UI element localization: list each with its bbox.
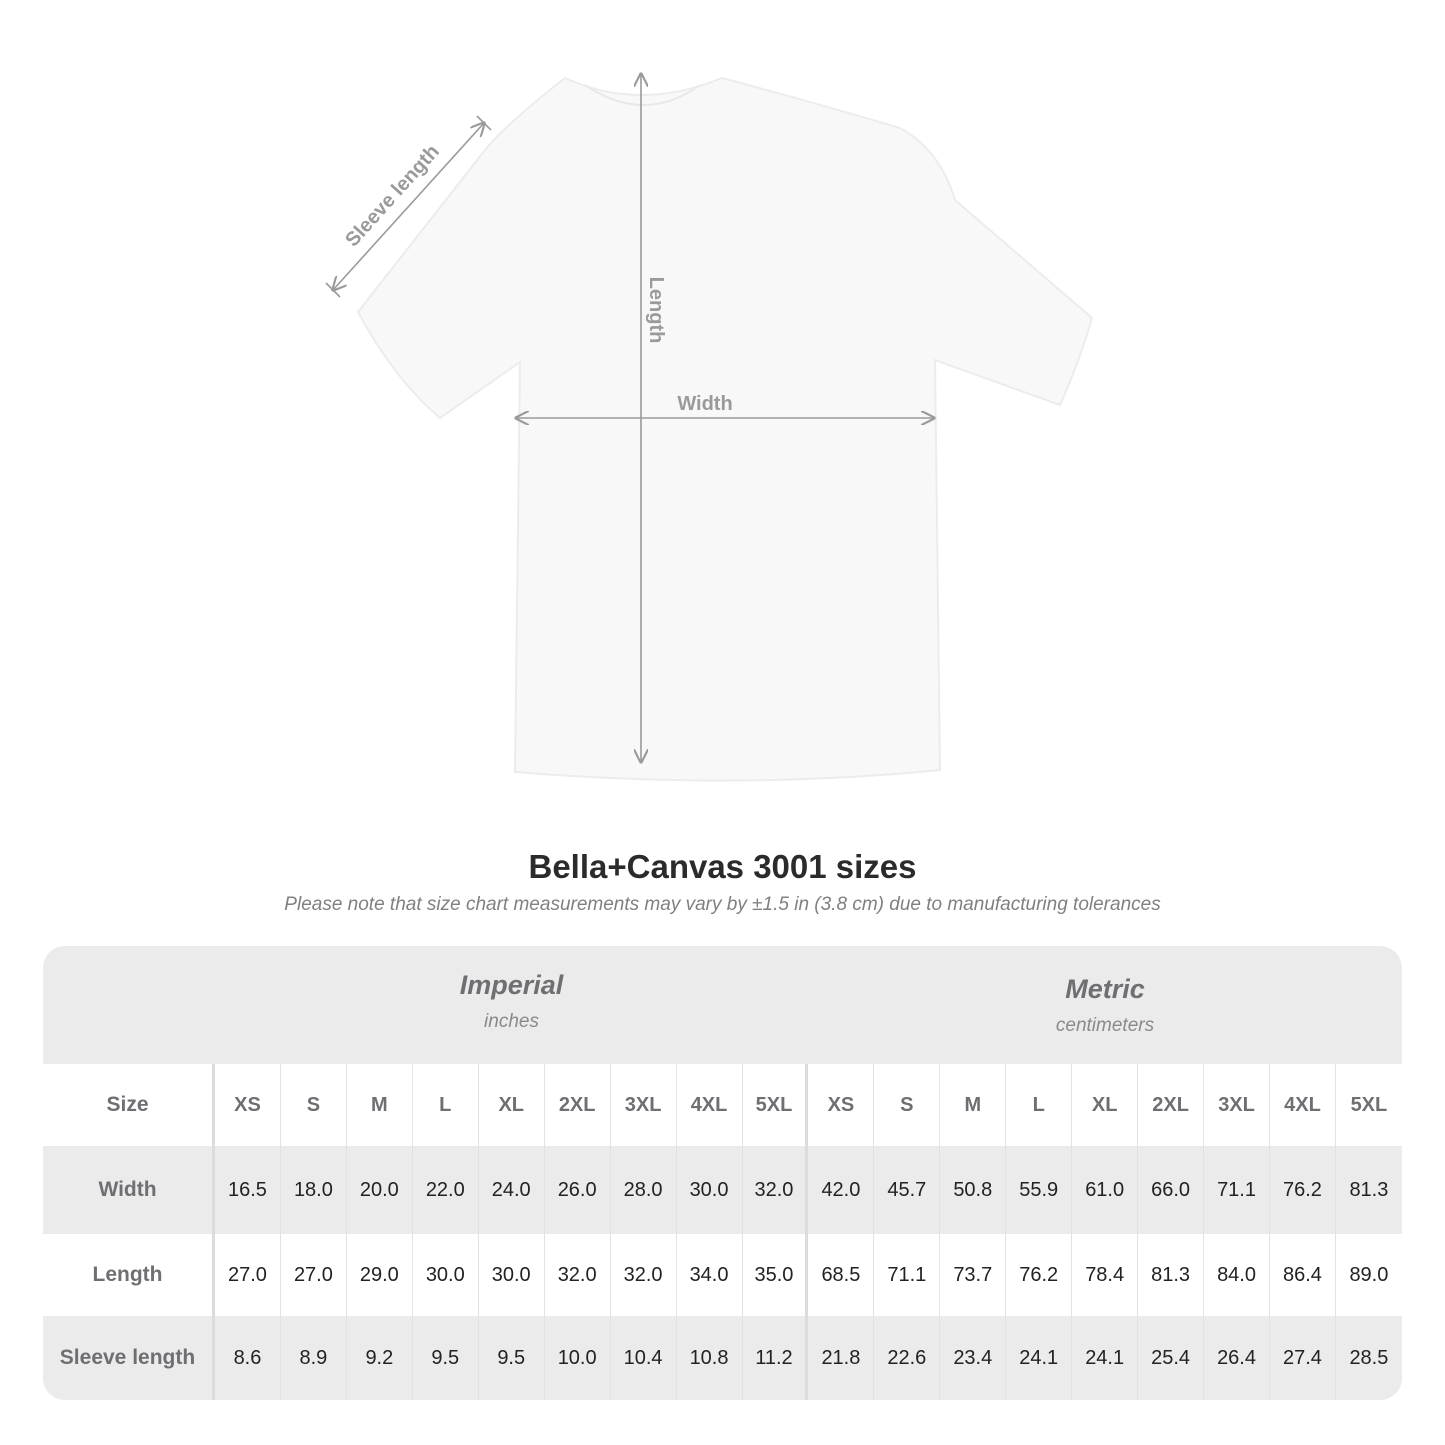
metric-value: 24.1 — [1006, 1316, 1073, 1400]
size-imperial-header: 2XL — [545, 1064, 611, 1146]
imperial-value: 27.0 — [215, 1234, 281, 1316]
metric-value: 66.0 — [1138, 1146, 1205, 1234]
size-imperial-header: L — [413, 1064, 479, 1146]
table-row: Width 16.5 18.0 20.0 22.0 24.0 26.0 28.0 30.0 32.… — [43, 1146, 1402, 1234]
metric-value: 68.5 — [808, 1234, 875, 1316]
size-imperial-header: 3XL — [611, 1064, 677, 1146]
imperial-value: 16.5 — [215, 1146, 281, 1234]
imperial-value: 29.0 — [347, 1234, 413, 1316]
imperial-unit: inches — [484, 1011, 539, 1032]
imperial-value: 34.0 — [677, 1234, 743, 1316]
imperial-value: 30.0 — [479, 1234, 545, 1316]
metric-title: Metric — [1065, 974, 1145, 1004]
size-label: Size — [43, 1064, 215, 1146]
metric-unit: centimeters — [1055, 1015, 1155, 1036]
metric-value: 81.3 — [1349, 1178, 1389, 1201]
size-imperial-header: 5XL — [743, 1064, 809, 1146]
imperial-value: 8.6 — [215, 1316, 281, 1400]
metric-value: 61.0 — [1072, 1146, 1139, 1234]
size-header-row: Size XS S M L XL 2XL 3XL 4XL 5XL XS S M L XL 2XL 3XL 4XL 5… — [43, 1064, 1402, 1146]
imperial-value: 30.0 — [413, 1234, 479, 1316]
size-imperial-header: XL — [479, 1064, 545, 1146]
metric-value: 23.4 — [940, 1316, 1007, 1400]
size-metric-header: 4XL — [1270, 1064, 1336, 1146]
metric-value: 24.1 — [1072, 1316, 1139, 1400]
metric-value: 26.4 — [1204, 1316, 1270, 1400]
imperial-value: 22.0 — [413, 1146, 479, 1234]
row-label: Sleeve length — [43, 1316, 215, 1400]
metric-value: 78.4 — [1072, 1234, 1139, 1316]
imperial-value: 28.0 — [611, 1146, 677, 1234]
imperial-value: 10.8 — [677, 1316, 743, 1400]
size-metric-header: L — [1006, 1064, 1073, 1146]
metric-value: 76.2 — [1006, 1234, 1073, 1316]
metric-value: 73.7 — [940, 1234, 1007, 1316]
sleeve-arrow — [333, 123, 484, 290]
metric-value: 81.3 — [1138, 1234, 1205, 1316]
size-metric-header: M — [940, 1064, 1007, 1146]
metric-value: 71.1 — [1204, 1146, 1270, 1234]
metric-value: 25.4 — [1138, 1316, 1205, 1400]
imperial-title: Imperial — [459, 970, 564, 1000]
imperial-value: 24.0 — [479, 1146, 545, 1234]
metric-value: 42.0 — [808, 1146, 875, 1234]
imperial-value: 10.0 — [545, 1316, 611, 1400]
size-imperial-header: 4XL — [677, 1064, 743, 1146]
size-metric-header: 5XL — [1350, 1093, 1388, 1116]
tshirt-diagram: Width Length Sleeve length — [325, 0, 1094, 782]
size-imperial-header: XS — [215, 1064, 281, 1146]
table-row: Sleeve length 8.6 8.9 9.2 9.5 9.5 10.0 10.4 10.8… — [43, 1316, 1402, 1400]
imperial-value: 9.5 — [479, 1316, 545, 1400]
imperial-value: 26.0 — [545, 1146, 611, 1234]
metric-value: 55.9 — [1006, 1146, 1073, 1234]
metric-value: 89.0 — [1349, 1263, 1389, 1286]
metric-value: 84.0 — [1204, 1234, 1270, 1316]
imperial-value: 35.0 — [743, 1234, 809, 1316]
metric-value: 71.1 — [874, 1234, 941, 1316]
imperial-value: 9.5 — [413, 1316, 479, 1400]
imperial-value: 9.2 — [347, 1316, 413, 1400]
size-imperial-header: S — [281, 1064, 347, 1146]
size-metric-header: XS — [808, 1064, 875, 1146]
size-metric-header: S — [874, 1064, 941, 1146]
table-row: Length 27.0 27.0 29.0 30.0 30.0 32.0 32.0 34.0 35… — [43, 1234, 1402, 1316]
size-metric-header: 3XL — [1204, 1064, 1270, 1146]
imperial-value: 20.0 — [347, 1146, 413, 1234]
metric-value: 76.2 — [1270, 1146, 1336, 1234]
imperial-value: 30.0 — [677, 1146, 743, 1234]
metric-value: 50.8 — [940, 1146, 1007, 1234]
metric-value: 22.6 — [874, 1316, 941, 1400]
metric-value: 45.7 — [874, 1146, 941, 1234]
metric-value: 21.8 — [808, 1316, 875, 1400]
metric-header: Metric centimeters — [808, 974, 1402, 1092]
imperial-value: 32.0 — [545, 1234, 611, 1316]
imperial-value: 32.0 — [743, 1146, 809, 1234]
imperial-header: Imperial inches — [215, 970, 808, 1088]
metric-value: 27.4 — [1270, 1316, 1336, 1400]
tshirt-image — [356, 76, 1094, 782]
imperial-value: 10.4 — [611, 1316, 677, 1400]
imperial-value: 11.2 — [743, 1316, 809, 1400]
page-title: Bella+Canvas 3001 sizes — [528, 848, 917, 885]
row-label: Length — [43, 1234, 215, 1316]
imperial-value: 18.0 — [281, 1146, 347, 1234]
size-metric-header: XL — [1072, 1064, 1139, 1146]
imperial-value: 27.0 — [281, 1234, 347, 1316]
size-table: Imperial inches Metric centimeters Size X… — [43, 946, 1402, 1400]
imperial-value: 32.0 — [611, 1234, 677, 1316]
width-label: Width — [677, 393, 732, 415]
imperial-value: 8.9 — [281, 1316, 347, 1400]
metric-value: 86.4 — [1270, 1234, 1336, 1316]
row-label: Width — [43, 1146, 215, 1234]
metric-value: 28.5 — [1349, 1346, 1389, 1369]
tolerance-note: Please note that size chart measurements… — [284, 894, 1161, 915]
size-metric-header: 2XL — [1138, 1064, 1205, 1146]
size-imperial-header: M — [347, 1064, 413, 1146]
length-label: Length — [645, 277, 667, 344]
